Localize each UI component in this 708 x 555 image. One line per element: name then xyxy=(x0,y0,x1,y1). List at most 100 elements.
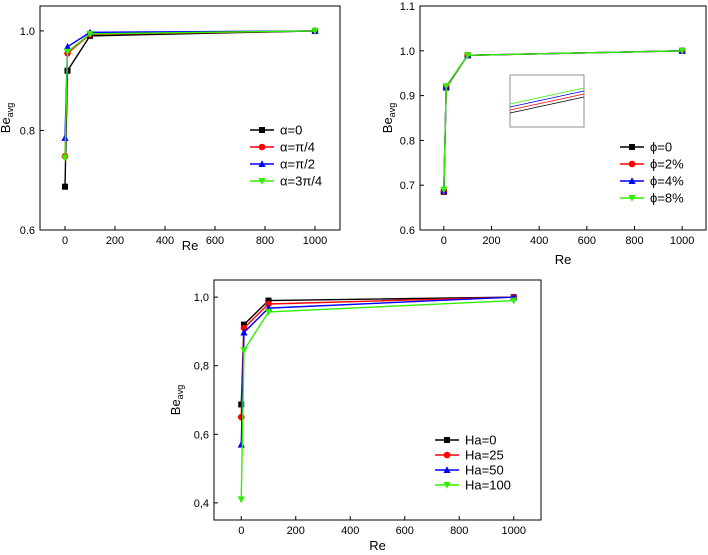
x-tick-label: 0 xyxy=(238,525,244,537)
series-1 xyxy=(237,293,518,421)
legend-label: ϕ=0 xyxy=(650,140,672,155)
legend-label: Ha=0 xyxy=(465,433,496,448)
data-point xyxy=(63,48,72,56)
x-tick-label: 600 xyxy=(578,235,596,247)
series-line xyxy=(240,296,514,418)
legend-label: α=π/2 xyxy=(280,157,315,172)
inset-series-line xyxy=(509,90,585,108)
data-point xyxy=(86,30,94,38)
legend-label: ϕ=8% xyxy=(650,191,684,206)
legend-label: Ha=25 xyxy=(465,448,504,463)
series-line xyxy=(64,30,316,158)
x-tick-label: 0 xyxy=(62,235,68,247)
y-tick-label: 0,6 xyxy=(194,429,209,441)
legend: α=0 α=π/4 α=π/2 α=3π/4 xyxy=(250,123,322,189)
data-point xyxy=(61,154,69,162)
panel-ha: 0 200 400 600 800 1000 0,4 0,6 0,8 1,0 Re Beavg Ha=0… xyxy=(168,279,542,553)
inset-frame xyxy=(509,74,585,128)
x-tick-label: 0 xyxy=(441,235,447,247)
legend-label: α=3π/4 xyxy=(280,174,322,189)
panel-phi: 0 200 400 600 800 1000 0.6 0.7 0.8 0.9 1.0 1.1 Re Bea… xyxy=(380,1,707,267)
plot-frame xyxy=(213,279,542,521)
x-tick-label: 600 xyxy=(396,525,414,537)
legend-label: ϕ=2% xyxy=(650,157,684,172)
legend-marker xyxy=(258,160,266,167)
x-tick-label: 200 xyxy=(482,235,500,247)
y-tick-label: 0.7 xyxy=(400,180,415,192)
y-tick-label: 0,8 xyxy=(194,361,209,373)
y-axis-title: Beavg xyxy=(380,103,397,133)
legend-marker xyxy=(628,177,636,184)
data-point xyxy=(240,324,248,332)
data-point xyxy=(464,52,472,60)
legend-marker xyxy=(628,195,636,202)
series-line xyxy=(64,30,316,157)
x-tick-label: 800 xyxy=(256,235,274,247)
x-tick-label: 400 xyxy=(530,235,548,247)
data-point xyxy=(63,43,72,50)
inset-series-line xyxy=(509,87,585,105)
data-point xyxy=(240,347,248,355)
y-axis-title-main: Be xyxy=(380,117,395,133)
legend-label: Ha=100 xyxy=(465,478,511,493)
legend-marker xyxy=(443,451,451,459)
data-point xyxy=(240,328,248,336)
y-axis-title: Beavg xyxy=(0,103,15,133)
x-tick-label: 800 xyxy=(625,235,643,247)
plot-frame xyxy=(39,5,341,231)
series-3 xyxy=(440,47,686,194)
data-point xyxy=(237,496,245,504)
y-axis-title-subscript: avg xyxy=(175,385,185,400)
legend-label: Ha=50 xyxy=(465,463,504,478)
legend-marker xyxy=(443,466,451,473)
legend-marker xyxy=(629,144,635,150)
y-tick-label: 0.9 xyxy=(400,91,415,103)
x-axis-title: Re xyxy=(555,252,572,267)
y-axis-title-subscript: avg xyxy=(387,103,397,118)
series-line xyxy=(240,299,514,500)
y-tick-label: 1.1 xyxy=(400,1,415,13)
x-axis-title: Re xyxy=(369,538,386,553)
y-tick-label: 1.0 xyxy=(20,26,35,38)
x-tick-label: 1000 xyxy=(303,235,327,247)
inset-series-line xyxy=(509,93,585,111)
series-3 xyxy=(61,27,319,162)
plot-frame xyxy=(419,5,707,231)
x-axis-title: Re xyxy=(182,238,199,253)
y-tick-label: 0.8 xyxy=(20,125,35,137)
series-line xyxy=(240,296,514,445)
data-point xyxy=(237,440,245,448)
data-point xyxy=(240,321,247,328)
y-tick-label: 1.0 xyxy=(400,46,415,58)
x-tick-label: 600 xyxy=(206,235,224,247)
inset-zoom xyxy=(509,74,585,128)
legend-label: α=π/4 xyxy=(280,140,315,155)
data-point xyxy=(264,308,273,316)
legend-marker xyxy=(258,143,266,151)
y-axis-title-main: Be xyxy=(0,117,13,133)
data-point xyxy=(265,297,272,304)
data-point xyxy=(442,83,450,90)
legend-marker xyxy=(444,437,450,443)
legend-label: ϕ=4% xyxy=(650,174,684,189)
data-point xyxy=(265,300,272,308)
series-line xyxy=(240,296,514,405)
data-point xyxy=(440,186,448,194)
x-tick-label: 400 xyxy=(156,235,174,247)
legend-marker xyxy=(628,160,636,168)
y-tick-label: 0.6 xyxy=(400,225,415,237)
x-tick-label: 1000 xyxy=(502,525,526,537)
x-tick-label: 1000 xyxy=(670,235,694,247)
y-tick-label: 0,4 xyxy=(194,498,209,510)
legend-label: α=0 xyxy=(280,123,302,138)
data-point xyxy=(678,47,686,55)
series-2 xyxy=(237,293,518,448)
y-axis-title-main: Be xyxy=(168,399,183,415)
x-tick-label: 200 xyxy=(287,525,305,537)
y-tick-label: 1,0 xyxy=(194,292,209,304)
x-tick-label: 200 xyxy=(106,235,124,247)
x-tick-label: 800 xyxy=(450,525,468,537)
legend-marker xyxy=(259,127,265,133)
